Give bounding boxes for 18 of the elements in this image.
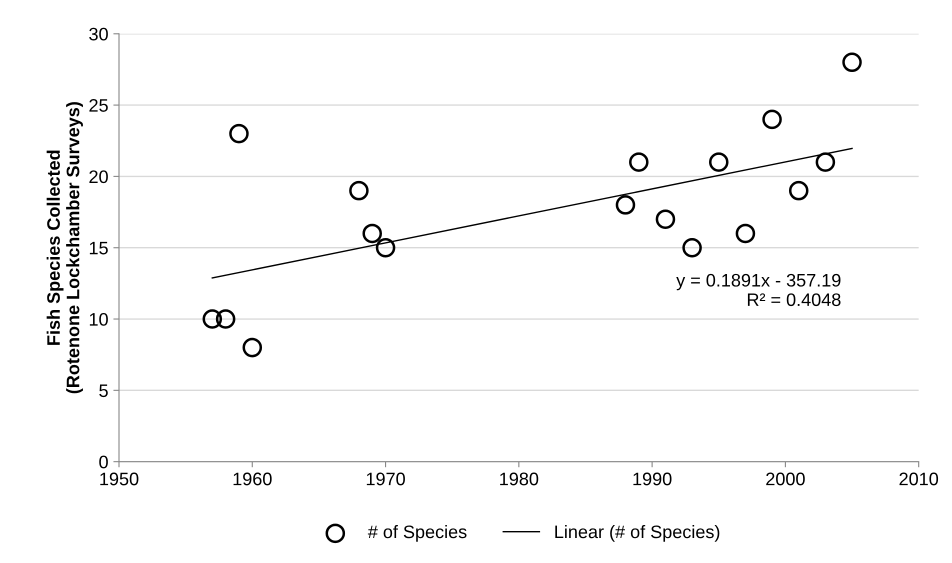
x-tick-label: 1990: [633, 472, 672, 486]
x-tick-label: 2010: [900, 472, 938, 486]
y-tick-label: 5: [99, 384, 108, 398]
annotation: y = 0.1891x - 357.19 R² = 0.4048: [676, 274, 841, 306]
y-axis-title: Fish Species Collected (Rotenone Lockchamber Surveys): [46, 102, 83, 394]
x-tick-label: 1960: [234, 472, 272, 486]
x-tick-label: 1950: [100, 472, 138, 486]
y-tick-label: 0: [99, 456, 108, 468]
y-tick-label: 10: [90, 312, 108, 326]
y-tick-label: 30: [89, 28, 108, 40]
y-tick-label: 20: [89, 170, 108, 184]
y-tick-label: 25: [89, 99, 108, 112]
x-tick-label: 1970: [366, 472, 405, 486]
legend-label: # of Species: [368, 524, 467, 542]
x-tick-label: 1980: [500, 472, 538, 486]
y-tick-label: 15: [90, 242, 108, 254]
legend-label: Linear (# of Species): [555, 524, 720, 542]
x-tick-label: 2000: [766, 472, 805, 486]
